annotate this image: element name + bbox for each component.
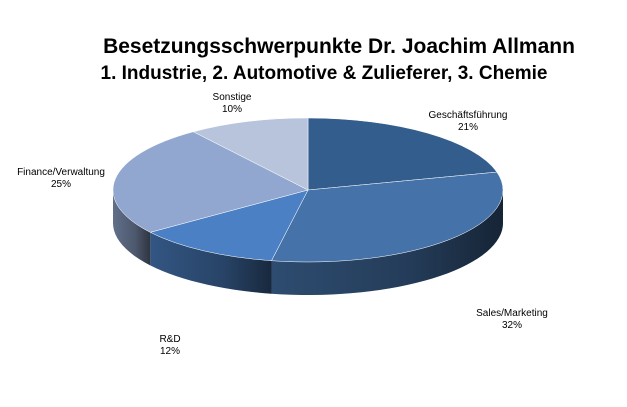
pie-side-walls bbox=[113, 190, 503, 295]
slice-label-sales-marketing: Sales/Marketing bbox=[476, 308, 548, 319]
pie-slice-randd bbox=[149, 189, 309, 261]
pie-slice-finance-verwaltung bbox=[112, 131, 309, 233]
slice-label-randd: R&D bbox=[159, 334, 180, 345]
pie-slice-sales-marketing bbox=[271, 171, 504, 263]
pie-slice-geschaeftsfuehrung bbox=[307, 117, 498, 191]
slice-value-randd: 12% bbox=[160, 346, 180, 357]
pie-slice-sonstige bbox=[192, 117, 309, 191]
slice-label-finance-verwaltung: Finance/Verwaltung bbox=[17, 167, 105, 178]
slice-value-sonstige: 10% bbox=[222, 104, 242, 115]
pie-top-faces bbox=[112, 117, 504, 263]
pie-side-shade-finance-verwaltung bbox=[113, 190, 151, 266]
slice-label-geschaeftsfuehrung: Geschäftsführung bbox=[429, 110, 508, 121]
slice-value-finance-verwaltung: 25% bbox=[51, 179, 71, 190]
chart-title: Besetzungsschwerpunkte Dr. Joachim Allma… bbox=[103, 35, 575, 58]
pie-side-shade-randd bbox=[150, 232, 272, 294]
chart-subtitle: 1. Industrie, 2. Automotive & Zulieferer… bbox=[101, 63, 548, 84]
slice-value-sales-marketing: 32% bbox=[502, 320, 522, 331]
slice-value-geschaeftsfuehrung: 21% bbox=[458, 122, 478, 133]
slice-label-sonstige: Sonstige bbox=[213, 92, 252, 103]
pie-side-shade-sales-marketing bbox=[271, 190, 503, 295]
